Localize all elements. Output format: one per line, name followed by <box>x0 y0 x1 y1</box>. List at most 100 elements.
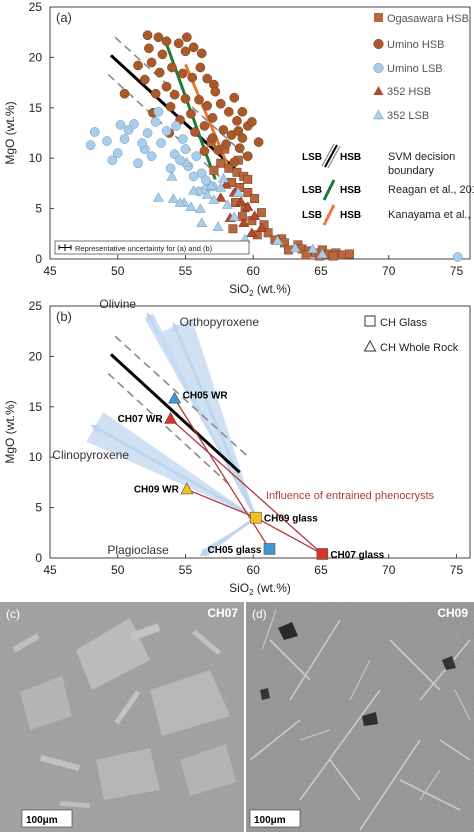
point-352-hsb <box>235 196 247 206</box>
point-352-hsb <box>242 201 254 211</box>
label-ch09-wr: CH09 WR <box>134 484 180 495</box>
point-umino-hsb <box>233 126 244 136</box>
point-umino-hsb <box>242 151 253 162</box>
point-umino-hsb <box>199 146 210 156</box>
svm-legend-lsb: LSB <box>302 152 322 163</box>
point-umino-lsb <box>153 106 164 117</box>
point-352-lsb <box>212 221 224 231</box>
panel-b-x-tick-label: 45 <box>43 563 57 577</box>
plagioclase-vector-arrow <box>199 516 257 557</box>
point-ch09-glass <box>250 511 262 524</box>
point-ogasawara-hsb <box>301 250 311 260</box>
point-352-hsb <box>255 222 267 232</box>
legend-label-umino-lsb: Umino LSB <box>387 63 443 75</box>
point-umino-hsb <box>154 67 165 78</box>
point-umino-hsb <box>146 57 157 68</box>
label-ch05-wr: CH05 WR <box>183 391 229 402</box>
label-ch09-glass: CH09 glass <box>264 514 318 525</box>
panel-b-y-tick-label: 25 <box>29 299 43 313</box>
point-umino-hsb <box>167 62 177 73</box>
point-umino-lsb <box>107 155 118 166</box>
panel-b-label: (b) <box>56 309 72 324</box>
point-352-lsb <box>196 217 208 227</box>
point-umino-hsb <box>139 74 150 85</box>
kanayama-legend-lsb: LSB <box>302 210 322 221</box>
legend-marker-352-lsb <box>373 109 384 120</box>
svm-legend-hsb: HSB <box>340 152 361 163</box>
panel-b-axes: 45 50 55 60 65 70 75 0 5 10 15 20 25 <box>29 299 464 577</box>
point-umino-hsb <box>229 157 240 168</box>
point-ogasawara-hsb <box>216 158 226 168</box>
point-umino-lsb <box>161 126 172 136</box>
panel-a-y-axis-label: MgO (wt.%) <box>3 101 17 164</box>
point-352-lsb <box>232 187 244 197</box>
kanayama-legend-label: Kanayama et al., 2013 <box>388 209 474 221</box>
panel-b-x-tick-label: 60 <box>247 563 261 577</box>
kanayama-legend-line <box>322 204 336 226</box>
entrainment-annotation: Influence of entrained phenocrysts <box>266 490 435 502</box>
point-352-lsb <box>221 199 233 209</box>
point-umino-hsb <box>253 137 264 147</box>
legend-marker-umino-lsb <box>373 62 384 74</box>
point-ogasawara-hsb <box>250 194 260 203</box>
micrograph-c-panel-label: (c) <box>6 607 20 621</box>
panel-b-x-tick-label: 75 <box>450 563 464 577</box>
micrograph-d-scale-label: 100μm <box>254 815 286 826</box>
point-umino-hsb <box>190 127 200 137</box>
point-ogasawara-hsb <box>228 224 238 234</box>
point-ogasawara-hsb <box>256 208 266 218</box>
legend-marker-ogasawara-hsb <box>374 13 383 22</box>
point-umino-lsb <box>119 134 130 144</box>
point-ogasawara-hsb <box>209 165 219 175</box>
point-umino-hsb <box>133 60 143 71</box>
panel-a-axes: 45 50 55 60 65 70 75 0 5 10 15 20 25 <box>29 0 464 278</box>
point-352-lsb <box>205 180 217 190</box>
clinopyroxene-vector-fan <box>86 412 256 518</box>
clinopyroxene-vector-arrow <box>90 424 257 519</box>
point-352-lsb <box>174 197 186 207</box>
point-352-lsb <box>228 211 240 221</box>
point-umino-lsb <box>133 158 143 169</box>
panel-b-boundary-lines <box>107 335 247 487</box>
point-umino-lsb <box>177 134 188 144</box>
panel-b-svm-decision-boundary-lower-line <box>107 372 231 487</box>
panel-a-svm-decision-boundary-upper-line <box>114 36 247 157</box>
point-352-hsb <box>249 210 261 220</box>
olivine-vector-label: Olivine <box>99 297 136 311</box>
legend-marker-352-hsb <box>373 86 384 95</box>
point-ogasawara-hsb <box>243 174 253 184</box>
micrograph-c-texture <box>0 602 244 832</box>
label-ch07-wr: CH07 WR <box>118 414 164 425</box>
point-umino-lsb <box>142 128 153 138</box>
panel-b-y-tick-label: 0 <box>35 551 42 565</box>
panel-b-y-tick-label: 15 <box>29 400 43 414</box>
point-umino-lsb <box>171 121 181 131</box>
point-umino-lsb <box>175 155 185 166</box>
point-352-lsb <box>215 182 227 192</box>
point-ch05-glass <box>263 543 276 555</box>
point-352-lsb <box>289 242 301 253</box>
legend-label-ch-glass: CH Glass <box>380 317 428 329</box>
point-umino-lsb <box>112 148 123 159</box>
kanayama-legend-hsb: HSB <box>340 210 361 221</box>
entrainment-link-ch07-wr <box>170 418 323 555</box>
panel-b-legend: CH Glass CH Whole Rock <box>363 315 459 354</box>
point-352-hsb <box>220 179 232 189</box>
point-352-lsb <box>194 203 206 213</box>
point-umino-hsb <box>180 46 191 57</box>
point-umino-hsb <box>210 86 221 97</box>
label-ch05-glass: CH05 glass <box>208 545 262 556</box>
panel-b-entrainment-links <box>170 398 323 555</box>
panel-b-x-axis-label: SiO2 (wt.%) <box>229 581 291 597</box>
point-umino-hsb <box>180 93 191 104</box>
point-umino-hsb <box>181 32 192 43</box>
point-umino-hsb <box>207 133 218 143</box>
point-umino-hsb <box>215 98 226 109</box>
micrograph-c-scale-label: 100μm <box>26 815 58 826</box>
point-352-lsb <box>208 194 220 204</box>
panel-a-x-axis-label-main: SiO <box>229 282 249 296</box>
entrainment-link-ch05-wr <box>174 398 271 550</box>
panel-b-x-axis-label-tail: (wt.%) <box>254 581 291 595</box>
point-ch05-wr <box>168 391 182 404</box>
